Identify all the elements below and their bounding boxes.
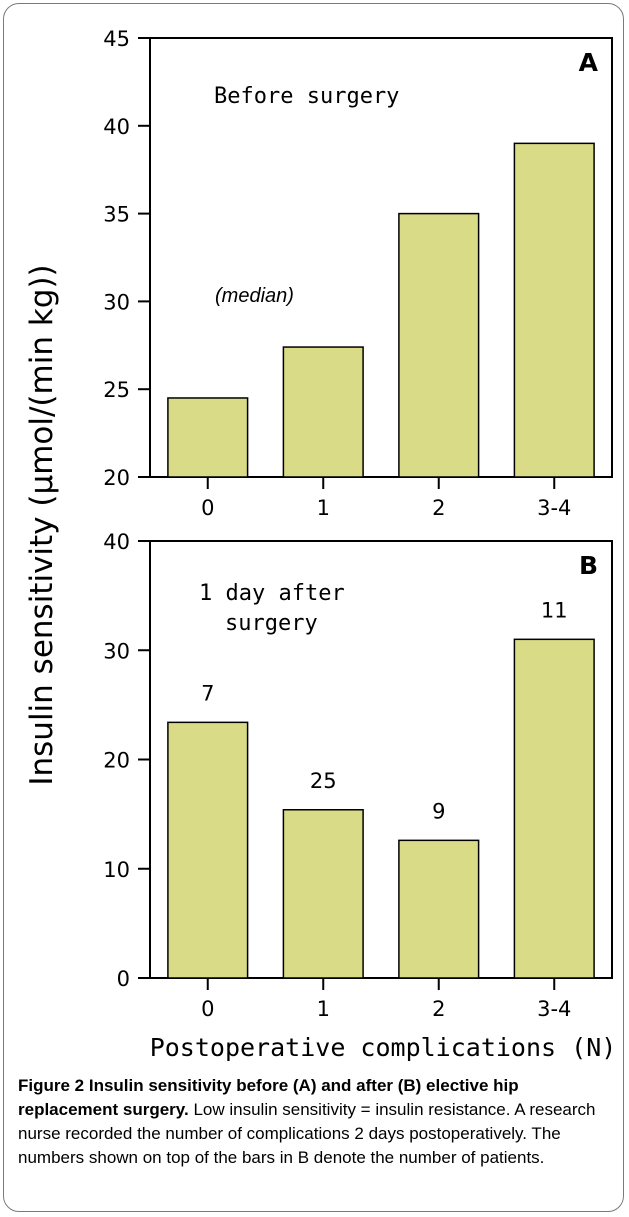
- panel-a-chart: 20 25 30 35 40 45 0 1 2 3-4 A Before surgery (median…: [103, 27, 613, 520]
- panel-b-chart: 0 10 20 30 40 0 7 1 25 2 9 3-4 11 B 1 day after surgery…: [103, 530, 616, 1062]
- panel-b-annotation: 1 day after: [199, 581, 345, 606]
- panel-b-data-label: 25: [310, 769, 337, 793]
- panel-b-bar: [513, 638, 595, 979]
- panel-a-panel-letter: A: [579, 48, 599, 77]
- panel-a-bar: [167, 397, 249, 478]
- panel-b-x-tick-label: 2: [432, 997, 445, 1021]
- panel-a-bar: [513, 142, 595, 478]
- panel-a-bar: [398, 212, 480, 478]
- panel-b-y-tick-label: 30: [103, 639, 130, 663]
- panel-b-annotation: surgery: [225, 611, 318, 636]
- panel-a-y-tick-label: 30: [103, 290, 130, 314]
- caption-title: Figure 2 Insulin sensitivity before (A) …: [18, 1076, 519, 1119]
- panel-a-x-tick-label: 0: [201, 496, 214, 520]
- panel-a-y-tick-label: 45: [103, 27, 130, 51]
- panel-a-note: (median): [215, 285, 294, 307]
- figure-frame: [3, 3, 624, 1212]
- panel-b-x-tick-label: 3-4: [537, 997, 571, 1021]
- panel-b-data-label: 7: [201, 681, 214, 705]
- figure-caption: Figure 2 Insulin sensitivity before (A) …: [18, 1074, 614, 1170]
- panel-b-x-axis-label: Postoperative complications (N): [150, 1033, 617, 1062]
- panel-b-y-tick-label: 0: [117, 967, 130, 991]
- panel-a-y-tick-label: 20: [103, 466, 130, 490]
- panel-a-y-tick-label: 40: [103, 115, 130, 139]
- panel-b-panel-letter: B: [579, 551, 598, 580]
- panel-b-y-tick-label: 20: [103, 749, 130, 773]
- panel-a-bar: [282, 346, 364, 478]
- panel-a-y-tick-label: 25: [103, 378, 130, 402]
- panel-b-bar: [282, 809, 364, 979]
- panel-b-x-tick-label: 0: [201, 997, 214, 1021]
- panel-a-x-tick-label: 3-4: [537, 496, 571, 520]
- panel-b-x-tick-label: 1: [317, 997, 330, 1021]
- panel-a-x-tick-label: 1: [317, 496, 330, 520]
- panel-b-y-tick-label: 40: [103, 530, 130, 554]
- panel-b-bar: [167, 721, 249, 979]
- panel-b-bar: [398, 839, 480, 979]
- y-axis-label: Insulin sensitivity (μmol/(min kg)): [24, 264, 60, 785]
- panel-b-data-label: 9: [432, 799, 445, 823]
- panel-a-annotation: Before surgery: [214, 84, 399, 109]
- panel-a-y-tick-label: 35: [103, 203, 130, 227]
- caption-text: Low insulin sensitivity = insulin resist…: [18, 1100, 596, 1167]
- panel-b-y-tick-label: 10: [103, 858, 130, 882]
- panel-a-plot-frame: [149, 37, 613, 478]
- panel-b-data-label: 11: [541, 598, 568, 622]
- panel-a-x-tick-label: 2: [432, 496, 445, 520]
